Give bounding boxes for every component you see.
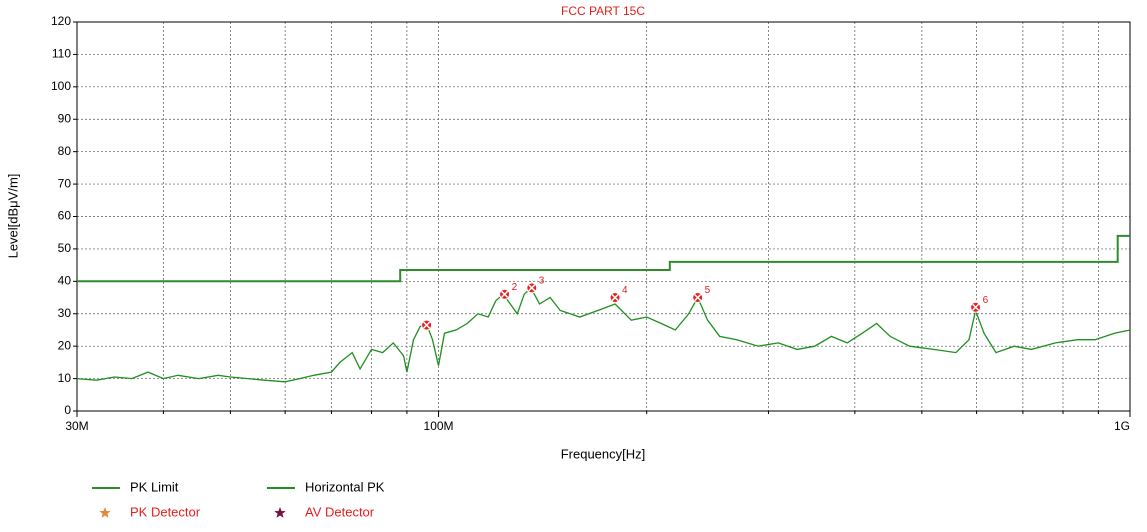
legend-symbol — [99, 507, 111, 518]
y-tick-label: 10 — [58, 371, 72, 385]
y-tick-label: 60 — [58, 209, 72, 223]
marker-cross — [501, 290, 509, 298]
y-axis-label: Level[dBμV/m] — [5, 174, 20, 259]
marker-label: 4 — [622, 285, 628, 296]
series-line — [77, 234, 1130, 283]
y-tick-label: 120 — [51, 14, 71, 28]
legend-symbol — [274, 507, 286, 518]
legend-label: AV Detector — [305, 504, 375, 519]
marker-label: 5 — [705, 285, 711, 296]
y-tick-label: 80 — [58, 144, 72, 158]
marker-cross — [694, 294, 702, 302]
x-tick-label: 30M — [65, 419, 88, 433]
marker-label: 3 — [539, 275, 545, 286]
marker-cross — [423, 321, 431, 329]
marker-label: 6 — [983, 295, 989, 306]
legend-label: Horizontal PK — [305, 479, 385, 494]
marker-cross — [611, 294, 619, 302]
y-tick-label: 20 — [58, 338, 72, 352]
y-tick-label: 0 — [64, 403, 71, 417]
y-tick-label: 70 — [58, 176, 72, 190]
y-tick-label: 100 — [51, 79, 71, 93]
marker-cross — [972, 303, 980, 311]
legend-label: PK Limit — [130, 479, 179, 494]
y-tick-label: 50 — [58, 241, 72, 255]
plot-border — [76, 21, 1131, 412]
y-tick-label: 40 — [58, 274, 72, 288]
y-tick-label: 110 — [52, 47, 71, 61]
x-tick-label: 1G — [1114, 419, 1130, 433]
y-tick-label: 30 — [58, 306, 72, 320]
chart-title: FCC PART 15C — [561, 4, 645, 18]
marker-cross — [528, 284, 536, 292]
y-tick-label: 90 — [58, 111, 72, 125]
marker-label: 2 — [512, 282, 518, 293]
x-axis-label: Frequency[Hz] — [561, 446, 646, 461]
x-tick-label: 100M — [424, 419, 454, 433]
legend-label: PK Detector — [130, 504, 201, 519]
